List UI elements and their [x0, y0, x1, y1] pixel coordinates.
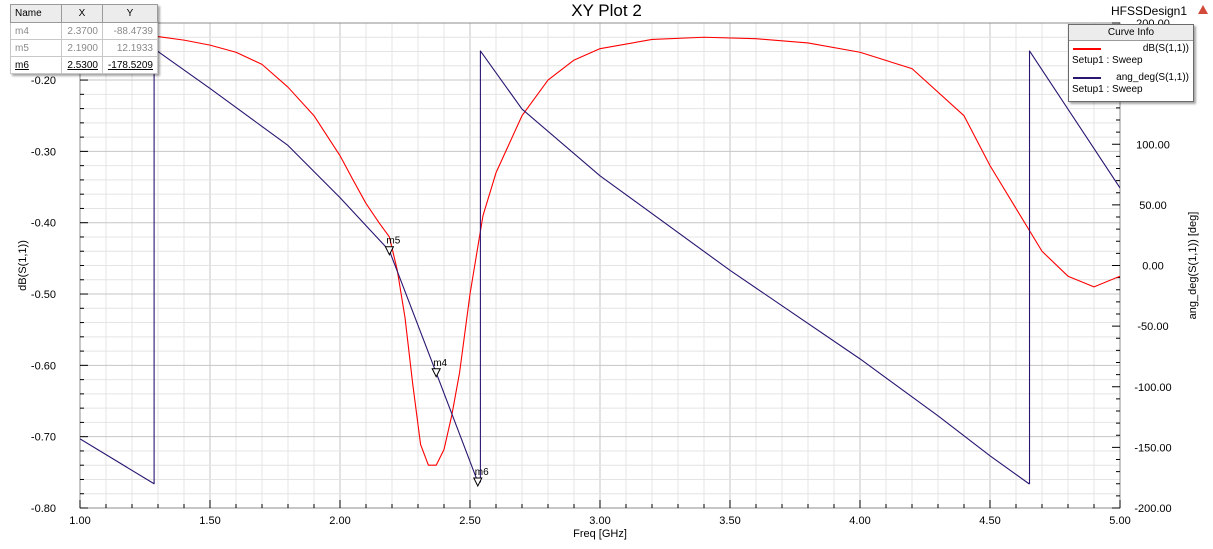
y-right-tick-label: -200.00 — [1134, 503, 1171, 515]
marker-m5-label: m5 — [386, 236, 400, 247]
marker-header-y: Y — [102, 4, 158, 23]
marker-x-value: 2.5300 — [61, 56, 103, 74]
y-right-tick-label: 100.00 — [1136, 139, 1170, 151]
legend-header: Curve Info — [1069, 25, 1193, 41]
y-left-tick-label: -0.40 — [31, 218, 56, 230]
marker-m6-triangle — [472, 477, 483, 488]
marker-name: m5 — [10, 39, 62, 57]
legend-entry-angle[interactable]: ang_deg(S(1,1)) Setup1 : Sweep — [1069, 70, 1193, 99]
marker-row-m4[interactable]: m4 2.3700 -88.4739 — [10, 22, 158, 40]
marker-y-value: -178.5209 — [102, 56, 158, 74]
y-left-tick-label: -0.70 — [31, 432, 56, 444]
marker-header-x: X — [61, 4, 103, 23]
marker-m6-label: m6 — [475, 467, 489, 478]
x-tick-label: 1.00 — [69, 515, 90, 527]
x-tick-label: 4.00 — [849, 515, 870, 527]
legend-series-setup: Setup1 : Sweep — [1072, 55, 1143, 66]
warning-triangle-icon[interactable] — [1198, 5, 1208, 14]
marker-row-m5[interactable]: m5 2.1900 12.1933 — [10, 39, 158, 57]
legend-series-setup: Setup1 : Sweep — [1072, 84, 1143, 95]
marker-y-value: -88.4739 — [102, 22, 158, 40]
x-tick-label: 2.00 — [329, 515, 350, 527]
marker-table-header: Name X Y — [10, 4, 158, 23]
y-left-tick-label: -0.60 — [31, 360, 56, 372]
marker-table: Name X Y m4 2.3700 -88.4739 m5 2.1900 12… — [10, 4, 158, 74]
tick-marks — [79, 22, 1121, 509]
curve-info-legend[interactable]: Curve Info dB(S(1,1)) Setup1 : Sweep ang… — [1068, 24, 1194, 102]
marker-x-value: 2.1900 — [61, 39, 103, 57]
y-right-tick-label: -100.00 — [1134, 382, 1171, 394]
plot-title: XY Plot 2 — [571, 1, 642, 20]
marker-m4-triangle — [431, 368, 442, 378]
marker-row-m6[interactable]: m6 2.5300 -178.5209 — [10, 56, 158, 74]
grid-lines — [79, 22, 1121, 509]
marker-y-value: 12.1933 — [102, 39, 158, 57]
x-tick-label: 4.50 — [979, 515, 1000, 527]
legend-swatch-red — [1073, 48, 1101, 50]
series-line-db-s11 — [80, 28, 1120, 466]
x-tick-label: 3.00 — [589, 515, 610, 527]
y-right-tick-label: -50.00 — [1137, 321, 1168, 333]
marker-name: m6 — [10, 56, 62, 74]
legend-series-name: dB(S(1,1)) — [1142, 43, 1189, 54]
marker-m4-label: m4 — [433, 358, 447, 369]
y-left-tick-label: -0.30 — [31, 146, 56, 158]
y-left-tick-label: -0.80 — [31, 503, 56, 515]
y-left-tick-label: -0.50 — [31, 289, 56, 301]
x-axis-label: Freq [GHz] — [573, 528, 627, 540]
x-tick-label: 3.50 — [719, 515, 740, 527]
marker-m5-triangle — [384, 246, 395, 256]
y-left-tick-label: -0.20 — [31, 75, 56, 87]
y-right-axis-label: ang_deg(S(1,1)) [deg] — [1187, 212, 1199, 320]
x-tick-label: 5.00 — [1109, 515, 1130, 527]
x-tick-label: 2.50 — [459, 515, 480, 527]
y-right-tick-label: -150.00 — [1134, 442, 1171, 454]
y-right-tick-label: 0.00 — [1142, 261, 1163, 273]
legend-swatch-navy — [1073, 77, 1101, 79]
legend-entry-db[interactable]: dB(S(1,1)) Setup1 : Sweep — [1069, 41, 1193, 70]
design-name: HFSSDesign1 — [1110, 4, 1187, 18]
marker-name: m4 — [10, 22, 62, 40]
marker-header-name: Name — [10, 4, 62, 23]
y-right-tick-label: 50.00 — [1139, 200, 1167, 212]
legend-series-name: ang_deg(S(1,1)) — [1116, 72, 1189, 83]
marker-x-value: 2.3700 — [61, 22, 103, 40]
y-left-axis-label: dB(S(1,1)) — [17, 240, 29, 291]
x-tick-label: 1.50 — [199, 515, 220, 527]
